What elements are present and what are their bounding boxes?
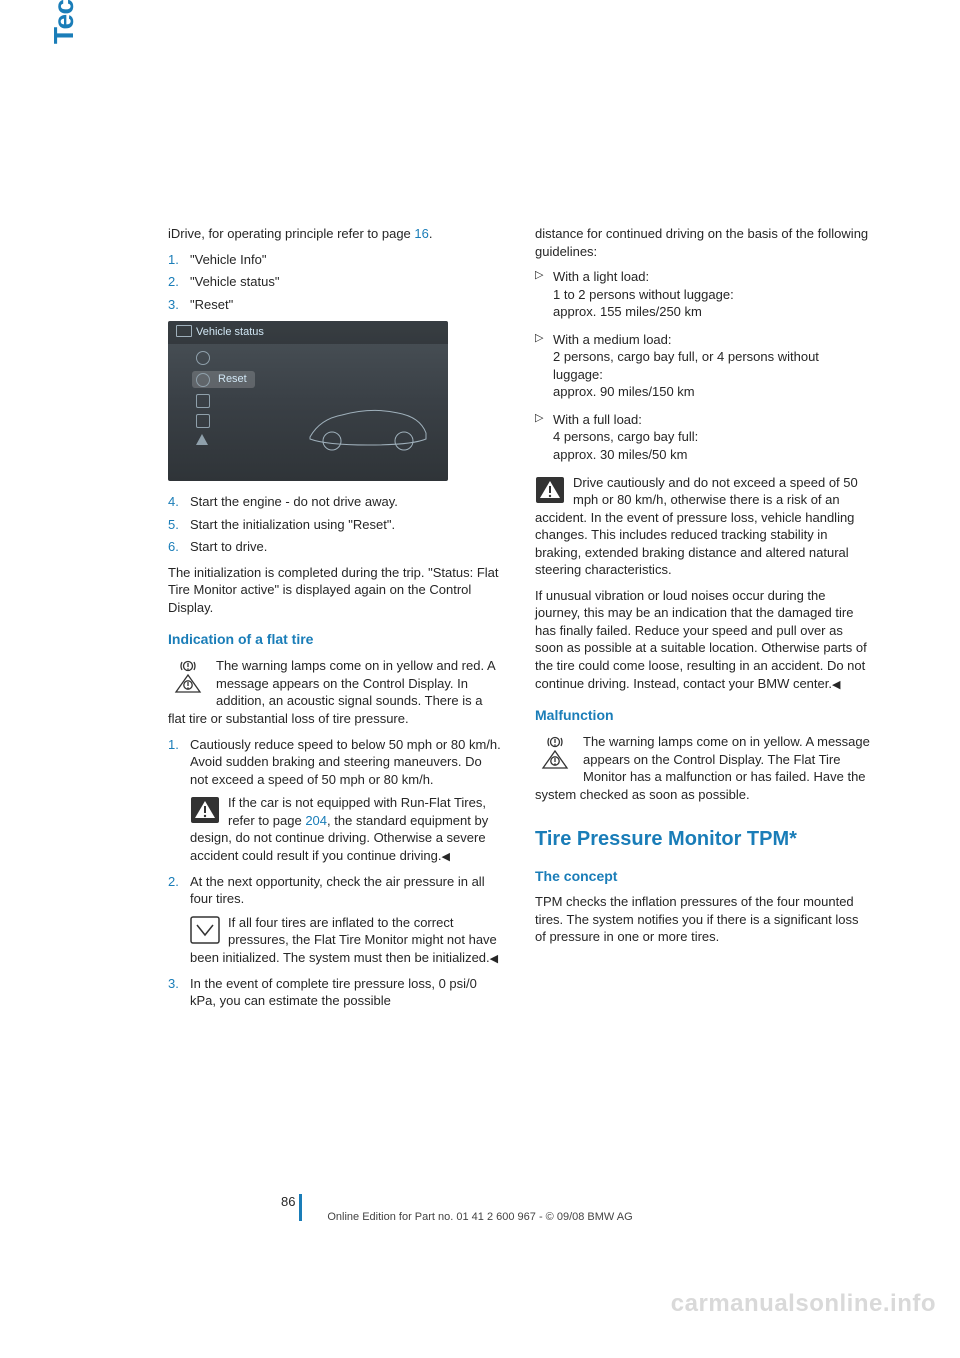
screenshot-header: Vehicle status [168, 321, 448, 344]
speed-warning: Drive cautiously and do not exceed a spe… [535, 474, 870, 579]
warning-lamp-icon [168, 659, 208, 695]
heading-flat-tire: Indication of a flat tire [168, 630, 503, 649]
load-detail: 2 persons, cargo bay full, or 4 persons … [553, 349, 819, 382]
step-text: Cautiously reduce speed to below 50 mph … [190, 737, 501, 787]
step-marker: 1. [168, 736, 179, 754]
flat-tire-warning: The warning lamps come on in yellow and … [168, 657, 503, 727]
step-text: "Reset" [190, 297, 233, 312]
end-mark-icon: ◀ [441, 851, 449, 863]
steps-list-top: 1. "Vehicle Info" 2. "Vehicle status" 3. "R… [168, 251, 503, 314]
inflation-note-text: If all four tires are inflated to the co… [190, 915, 497, 965]
step-text: "Vehicle Info" [190, 252, 266, 267]
steps-list-bottom: 4.Start the engine - do not drive away. … [168, 493, 503, 556]
warning-lamp-icon [535, 735, 575, 771]
continued-text: distance for continued driving on the ba… [535, 225, 870, 260]
list-item-2: 2. At the next opportunity, check the ai… [168, 873, 503, 908]
sidebar-section-title: Technology for driving comfort and safet… [48, 0, 80, 225]
status-icon [196, 394, 210, 408]
car-illustration [302, 389, 432, 455]
load-detail: 1 to 2 persons without luggage: [553, 287, 734, 302]
intro-text-b: . [429, 226, 433, 241]
step-marker: 3. [168, 975, 179, 993]
caution-icon [535, 476, 565, 504]
page-number: 86 [281, 1194, 302, 1221]
step-text: Start the initialization using "Reset". [190, 517, 395, 532]
idrive-screenshot: Vehicle status Reset [168, 321, 448, 481]
load-head: With a light load: [553, 269, 649, 284]
inflation-note: If all four tires are inflated to the co… [190, 914, 503, 967]
tire-reset-icon [196, 373, 210, 387]
step-marker: 6. [168, 538, 179, 556]
concept-text: TPM checks the inflation pressures of th… [535, 893, 870, 946]
step-text: In the event of complete tire pressure l… [190, 976, 477, 1009]
screenshot-menu: Reset [196, 351, 255, 451]
malfunction-block: The warning lamps come on in yellow. A m… [535, 733, 870, 803]
speed-warning-text: Drive cautiously and do not exceed a spe… [535, 475, 858, 578]
tire-icon [196, 351, 210, 365]
load-head: With a full load: [553, 412, 642, 427]
warning-icon [196, 434, 208, 445]
runflat-warning: If the car is not equipped with Run-Flat… [190, 794, 503, 864]
init-complete-text: The initialization is completed during t… [168, 564, 503, 617]
list-item-3: 3. In the event of complete tire pressur… [168, 975, 503, 1010]
step-text: Start to drive. [190, 539, 267, 554]
step-marker: 5. [168, 516, 179, 534]
load-full: With a full load: 4 persons, cargo bay f… [535, 411, 870, 464]
page-ref-204[interactable]: 204 [305, 813, 327, 828]
load-medium: With a medium load: 2 persons, cargo bay… [535, 331, 870, 401]
caution-icon [190, 796, 220, 824]
step-marker: 1. [168, 251, 179, 269]
reset-label: Reset [218, 372, 247, 387]
step-marker: 4. [168, 493, 179, 511]
watermark: carmanualsonline.info [671, 1290, 936, 1318]
load-guidelines: With a light load: 1 to 2 persons withou… [535, 268, 870, 463]
load-range: approx. 155 miles/250 km [553, 304, 702, 319]
malfunction-text: The warning lamps come on in yellow. A m… [535, 734, 870, 802]
end-mark-icon: ◀ [832, 679, 840, 691]
note-icon [190, 916, 220, 944]
end-mark-icon: ◀ [490, 953, 498, 965]
load-head: With a medium load: [553, 332, 672, 347]
step-text: At the next opportunity, check the air p… [190, 874, 485, 907]
page-ref-16[interactable]: 16 [414, 226, 428, 241]
vibration-warning-text: If unusual vibration or loud noises occu… [535, 588, 867, 691]
service-icon [196, 414, 210, 428]
page-footer: 86 Online Edition for Part no. 01 41 2 6… [0, 1193, 960, 1223]
left-column: iDrive, for operating principle refer to… [168, 225, 503, 1016]
step-marker: 2. [168, 273, 179, 291]
load-light: With a light load: 1 to 2 persons withou… [535, 268, 870, 321]
load-range: approx. 90 miles/150 km [553, 384, 695, 399]
load-range: approx. 30 miles/50 km [553, 447, 687, 462]
flat-tire-text: The warning lamps come on in yellow and … [168, 658, 495, 726]
step-marker: 3. [168, 296, 179, 314]
intro-text: iDrive, for operating principle refer to… [168, 225, 503, 243]
list-item-1: 1. Cautiously reduce speed to below 50 m… [168, 736, 503, 789]
vibration-warning: If unusual vibration or loud noises occu… [535, 587, 870, 693]
step-text: Start the engine - do not drive away. [190, 494, 398, 509]
right-column: distance for continued driving on the ba… [535, 225, 870, 1016]
heading-malfunction: Malfunction [535, 706, 870, 725]
step-marker: 2. [168, 873, 179, 891]
intro-text-a: iDrive, for operating principle refer to… [168, 226, 414, 241]
heading-tpm: Tire Pressure Monitor TPM* [535, 826, 870, 853]
heading-concept: The concept [535, 867, 870, 886]
load-detail: 4 persons, cargo bay full: [553, 429, 698, 444]
step-text: "Vehicle status" [190, 274, 279, 289]
